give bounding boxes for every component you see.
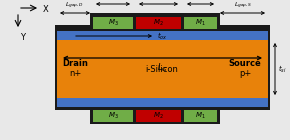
Text: Drain: Drain (62, 60, 88, 68)
Bar (136, 110, 181, 122)
Bar (90, 13, 220, 31)
Text: $M_1$: $M_1$ (195, 18, 205, 28)
Text: X: X (43, 4, 49, 13)
Text: $t_{ox}$: $t_{ox}$ (157, 31, 168, 42)
Text: $M_3$: $M_3$ (108, 111, 118, 121)
Text: $t_{si}$: $t_{si}$ (278, 63, 287, 75)
Bar (184, 110, 217, 122)
Text: Y: Y (20, 33, 25, 42)
Text: $L_1$: $L_1$ (196, 0, 204, 2)
Text: $L_G$: $L_G$ (157, 62, 167, 74)
Bar (93, 110, 133, 122)
Bar (136, 17, 181, 29)
Text: $M_2$: $M_2$ (153, 111, 163, 121)
Text: $L_3$: $L_3$ (109, 0, 117, 2)
Text: n+: n+ (69, 69, 81, 79)
Bar (184, 17, 217, 29)
Text: Source: Source (229, 60, 261, 68)
Bar (90, 107, 220, 124)
Text: $M_3$: $M_3$ (108, 18, 118, 28)
Text: $L_{gap,D}$: $L_{gap,D}$ (66, 1, 85, 11)
Bar (55, 25, 270, 110)
Text: $L_{gap,S}$: $L_{gap,S}$ (234, 1, 252, 11)
Bar (57, 98, 268, 107)
Bar (57, 31, 268, 40)
Text: $M_2$: $M_2$ (153, 18, 163, 28)
Text: i-Silicon: i-Silicon (146, 66, 178, 74)
Text: $L_2$: $L_2$ (154, 0, 162, 2)
Bar (93, 17, 133, 29)
Text: p+: p+ (239, 69, 251, 79)
Bar (57, 40, 268, 98)
Text: $M_1$: $M_1$ (195, 111, 205, 121)
